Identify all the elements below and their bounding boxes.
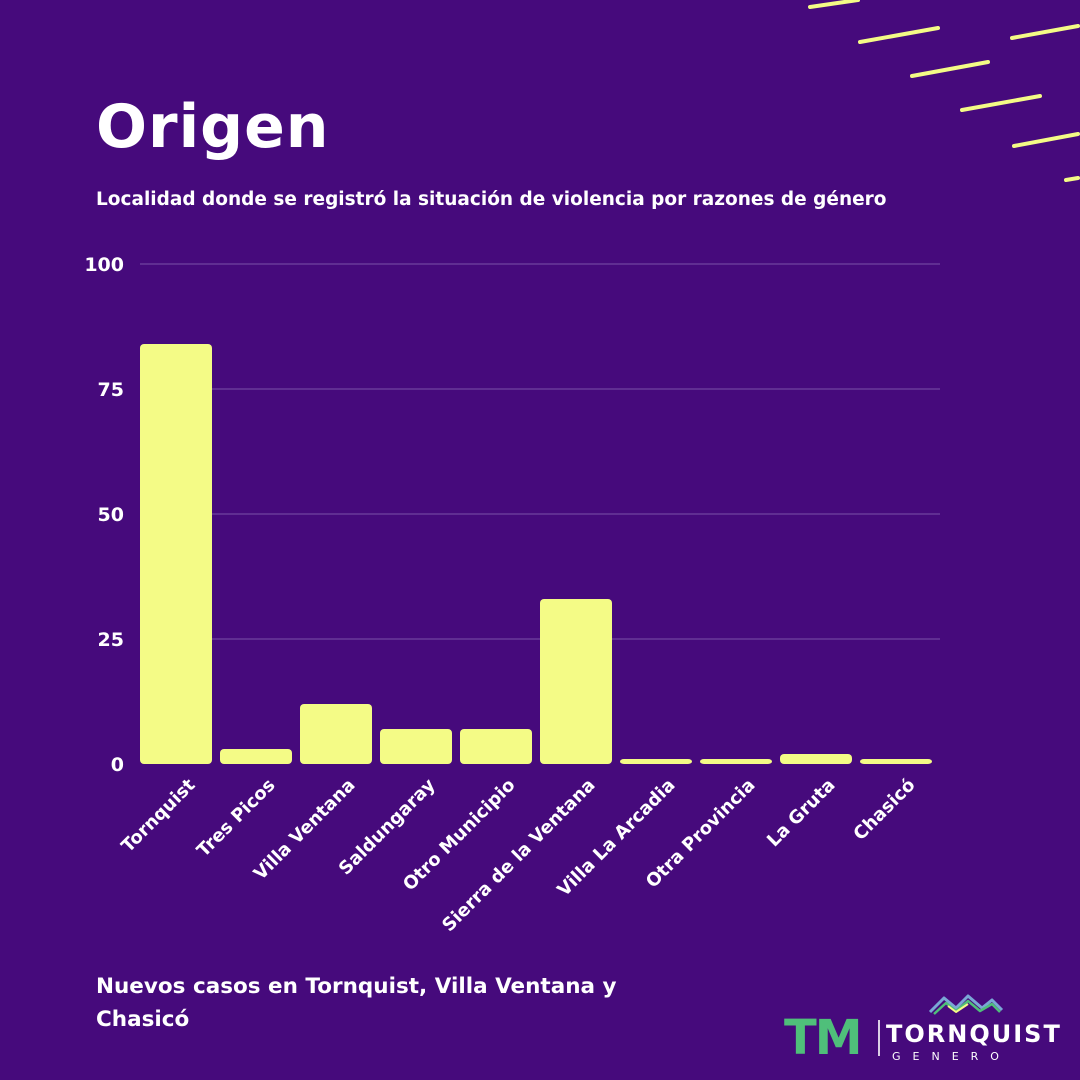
y-tick-label: 0 <box>111 754 124 776</box>
bar-tornquist <box>140 344 212 764</box>
bar-otra-provincia <box>700 759 772 764</box>
chart-bars <box>140 344 932 764</box>
bar-otro-municipio <box>460 729 532 764</box>
x-tick-label: Chasicó <box>849 775 919 845</box>
y-tick-label: 100 <box>84 254 124 276</box>
footer-note: Nuevos casos en Tornquist, Villa Ventana… <box>96 974 617 1033</box>
tornquist-genero-logo: TM TORNQUIST GENERO <box>782 990 1072 1070</box>
y-tick-label: 75 <box>98 379 124 401</box>
x-tick-label: Tres Picos <box>193 775 280 862</box>
bar-villa-la-arcadia <box>620 759 692 764</box>
y-axis-ticks: 0 25 50 75 100 <box>84 254 124 776</box>
y-tick-label: 25 <box>98 629 124 651</box>
logo-divider <box>878 1020 880 1056</box>
x-tick-label: La Gruta <box>763 775 839 851</box>
bar-tres-picos <box>220 749 292 764</box>
chart-grid <box>140 263 940 640</box>
x-tick-label: Tornquist <box>117 774 199 856</box>
bar-chasicó <box>860 759 932 764</box>
bar-villa-ventana <box>300 704 372 764</box>
mountains-icon <box>928 994 1004 1015</box>
bar-la-gruta <box>780 754 852 764</box>
logo-mark: TM <box>784 1010 863 1066</box>
page-title: Origen <box>96 92 330 162</box>
x-tick-label: Sierra de la Ventana <box>438 775 599 936</box>
y-tick-label: 50 <box>98 504 124 526</box>
chart-subtitle: Localidad donde se registró la situación… <box>96 189 887 210</box>
decorative-stripes <box>808 0 1080 182</box>
logo-wordmark: TORNQUIST <box>886 1020 1062 1048</box>
logo-tagline: GENERO <box>892 1050 1011 1063</box>
bar-sierra-de-la-ventana <box>540 599 612 764</box>
bar-saldungaray <box>380 729 452 764</box>
